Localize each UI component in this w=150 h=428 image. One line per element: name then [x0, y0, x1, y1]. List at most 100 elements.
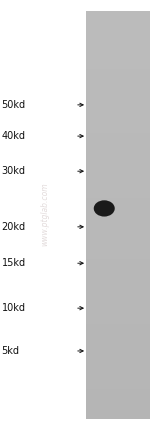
- Bar: [86, 321, 150, 324]
- Bar: [86, 167, 150, 171]
- Bar: [86, 79, 150, 82]
- Bar: [86, 123, 150, 127]
- Bar: [86, 48, 150, 52]
- Bar: [86, 297, 150, 300]
- Bar: [86, 239, 150, 242]
- Bar: [86, 143, 150, 147]
- Bar: [86, 75, 150, 79]
- Bar: [86, 266, 150, 270]
- Bar: [86, 249, 150, 253]
- Bar: [86, 174, 150, 178]
- Bar: [86, 273, 150, 276]
- Bar: [86, 303, 150, 307]
- Bar: [86, 290, 150, 294]
- Bar: [86, 113, 150, 116]
- Bar: [86, 24, 150, 28]
- Bar: [86, 55, 150, 58]
- Bar: [86, 392, 150, 395]
- Bar: [86, 379, 150, 382]
- Bar: [86, 263, 150, 266]
- Bar: [86, 222, 150, 225]
- Bar: [86, 225, 150, 229]
- Bar: [86, 389, 150, 392]
- Bar: [86, 365, 150, 369]
- Bar: [86, 18, 150, 21]
- Bar: [86, 283, 150, 287]
- Bar: [86, 300, 150, 303]
- Bar: [86, 72, 150, 75]
- Bar: [86, 385, 150, 389]
- Bar: [86, 140, 150, 143]
- Bar: [86, 416, 150, 419]
- Text: 5kd: 5kd: [2, 346, 20, 356]
- Bar: [86, 324, 150, 327]
- Bar: [86, 348, 150, 351]
- Bar: [86, 218, 150, 222]
- Bar: [86, 413, 150, 416]
- Bar: [86, 184, 150, 188]
- Bar: [86, 232, 150, 235]
- Bar: [86, 358, 150, 362]
- Bar: [86, 38, 150, 42]
- Bar: [86, 92, 150, 96]
- Text: 10kd: 10kd: [2, 303, 26, 313]
- Bar: [86, 235, 150, 239]
- Bar: [86, 31, 150, 35]
- Bar: [86, 130, 150, 134]
- Text: www.ptglab.com: www.ptglab.com: [40, 182, 50, 246]
- Bar: [86, 62, 150, 65]
- Bar: [86, 120, 150, 123]
- Bar: [86, 229, 150, 232]
- Bar: [86, 314, 150, 317]
- Bar: [86, 157, 150, 160]
- Bar: [86, 280, 150, 283]
- Bar: [86, 331, 150, 334]
- Text: 30kd: 30kd: [2, 166, 26, 176]
- Bar: [86, 191, 150, 195]
- Bar: [86, 256, 150, 259]
- Bar: [86, 137, 150, 140]
- Bar: [86, 294, 150, 297]
- Bar: [86, 351, 150, 355]
- Bar: [86, 58, 150, 62]
- Bar: [86, 334, 150, 338]
- Bar: [86, 171, 150, 174]
- Bar: [86, 382, 150, 385]
- Bar: [86, 406, 150, 409]
- Bar: [86, 307, 150, 310]
- Bar: [86, 181, 150, 184]
- Bar: [86, 310, 150, 314]
- Bar: [86, 402, 150, 406]
- Bar: [86, 259, 150, 263]
- Bar: [86, 160, 150, 164]
- Bar: [86, 89, 150, 92]
- Bar: [86, 202, 150, 205]
- Bar: [86, 212, 150, 215]
- Bar: [86, 68, 150, 72]
- Bar: [86, 242, 150, 246]
- Bar: [86, 147, 150, 150]
- Text: 20kd: 20kd: [2, 222, 26, 232]
- Bar: [86, 208, 150, 212]
- Bar: [86, 409, 150, 413]
- Bar: [86, 134, 150, 137]
- Bar: [86, 65, 150, 68]
- Bar: [86, 253, 150, 256]
- Bar: [86, 150, 150, 154]
- Bar: [86, 369, 150, 372]
- Bar: [86, 355, 150, 358]
- Bar: [86, 14, 150, 18]
- Bar: [86, 205, 150, 208]
- Text: 15kd: 15kd: [2, 258, 26, 268]
- Bar: [86, 341, 150, 345]
- Bar: [86, 338, 150, 341]
- Bar: [86, 188, 150, 191]
- Bar: [86, 86, 150, 89]
- Text: 40kd: 40kd: [2, 131, 26, 141]
- Bar: [86, 178, 150, 181]
- Bar: [86, 198, 150, 202]
- Bar: [86, 11, 150, 14]
- Bar: [86, 21, 150, 24]
- Bar: [86, 317, 150, 321]
- Bar: [86, 270, 150, 273]
